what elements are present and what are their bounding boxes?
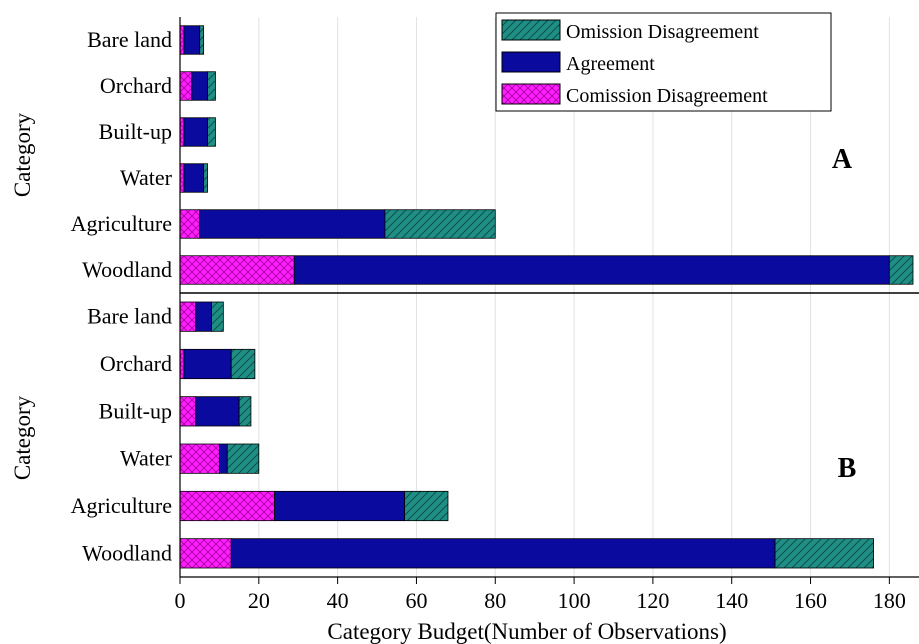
panel-a-bar-agreement	[183, 117, 208, 147]
panel-a-category-label: Bare land	[87, 27, 172, 52]
panel-b-bar-commission	[179, 490, 275, 522]
panel-b-bar-commission	[179, 396, 197, 427]
panel-b-category-label: Water	[120, 446, 173, 471]
x-tick-label: 140	[715, 588, 748, 613]
panel-b-bar-omission	[211, 301, 224, 332]
x-tick-label: 0	[175, 588, 186, 613]
panel-a-category-label: Agriculture	[71, 211, 172, 236]
panel-a-bar-agreement	[293, 255, 890, 285]
panel-a-category-label: Built-up	[99, 119, 172, 144]
x-tick-label: 20	[248, 588, 270, 613]
panel-a-bar-omission	[888, 255, 914, 285]
panel-a-bar-omission	[203, 163, 208, 193]
panel-b-bar-agreement	[195, 301, 212, 332]
panel-b-gridlines	[258, 293, 890, 577]
panel-a-bar-omission	[207, 117, 216, 147]
panel-a-bar-omission	[199, 25, 205, 55]
panel-a-bar-omission	[384, 209, 496, 239]
panel-a-category-labels: Bare land Orchard Built-up Water Agriculture…	[71, 27, 173, 282]
panel-b-category-label: Bare land	[87, 304, 172, 329]
panel-b-category-labels: Bare land Orchard Built-up Water Agriculture…	[71, 304, 173, 566]
panel-b-bar-commission	[179, 538, 232, 569]
panel-b-bar-omission	[226, 443, 260, 474]
x-tick-label: 80	[484, 588, 506, 613]
panel-a-bar-commission	[179, 71, 193, 101]
panel-a-category-label: Water	[120, 165, 173, 190]
panel-b-bar-agreement	[183, 348, 232, 380]
x-tick-label: 120	[636, 588, 669, 613]
panel-a-letter: A	[832, 144, 853, 175]
panel-b-letter: B	[838, 453, 857, 484]
panel-a-bar-omission	[207, 71, 216, 101]
legend-label-omission: Omission Disagreement	[566, 21, 759, 43]
panel-b-category-label: Orchard	[100, 351, 172, 376]
legend-label-agreement: Agreement	[566, 53, 655, 75]
axes-frame	[179, 17, 919, 578]
panel-b-bar-commission	[179, 301, 197, 332]
panel-b-y-axis-title: Category	[10, 395, 35, 480]
legend-swatch-commission	[501, 83, 561, 105]
panel-a-bar-agreement	[183, 163, 205, 193]
panel-a-bars	[179, 25, 914, 285]
panel-b-bar-agreement	[274, 490, 406, 522]
panel-b-bar-agreement	[219, 443, 228, 474]
panel-b-category-label: Agriculture	[71, 493, 172, 518]
x-axis: 0 20 40 60 80 100 120 140 160 180	[175, 577, 906, 613]
panel-b-category-label: Built-up	[99, 398, 172, 423]
x-tick-label: 160	[794, 588, 827, 613]
panel-b-bar-omission	[774, 538, 874, 569]
panel-b: Bare land Orchard Built-up Water Agriculture…	[10, 293, 890, 577]
panel-a-category-label: Woodland	[82, 257, 172, 282]
panel-b-bar-omission	[230, 348, 256, 380]
legend-swatch-agreement	[501, 51, 561, 73]
x-axis-title: Category Budget(Number of Observations)	[327, 619, 726, 644]
x-tick-label: 180	[873, 588, 906, 613]
legend-label-commission: Comission Disagreement	[566, 85, 768, 107]
panel-a-bar-agreement	[191, 71, 208, 101]
panel-b-bar-omission	[238, 396, 252, 427]
panel-b-bar-omission	[404, 490, 449, 522]
panel-a: Bare land Orchard Built-up Water Agriculture…	[10, 17, 914, 293]
panel-a-bar-agreement	[183, 25, 201, 55]
panel-b-bars	[179, 301, 874, 569]
panel-b-bar-agreement	[195, 396, 240, 427]
panel-a-bar-commission	[179, 209, 201, 239]
panel-a-bar-commission	[179, 255, 295, 285]
panel-b-category-label: Woodland	[82, 540, 172, 565]
legend-swatch-omission	[501, 19, 561, 41]
x-tick-label: 100	[558, 588, 591, 613]
x-tick-label: 60	[405, 588, 427, 613]
panel-a-category-label: Orchard	[100, 73, 172, 98]
legend: Omission Disagreement Agreement Comissio…	[495, 12, 832, 112]
panel-b-bar-agreement	[230, 538, 776, 569]
panel-a-y-axis-title: Category	[10, 112, 35, 197]
panel-a-bar-agreement	[199, 209, 386, 239]
panel-b-bar-commission	[179, 443, 220, 474]
x-tick-label: 40	[327, 588, 349, 613]
